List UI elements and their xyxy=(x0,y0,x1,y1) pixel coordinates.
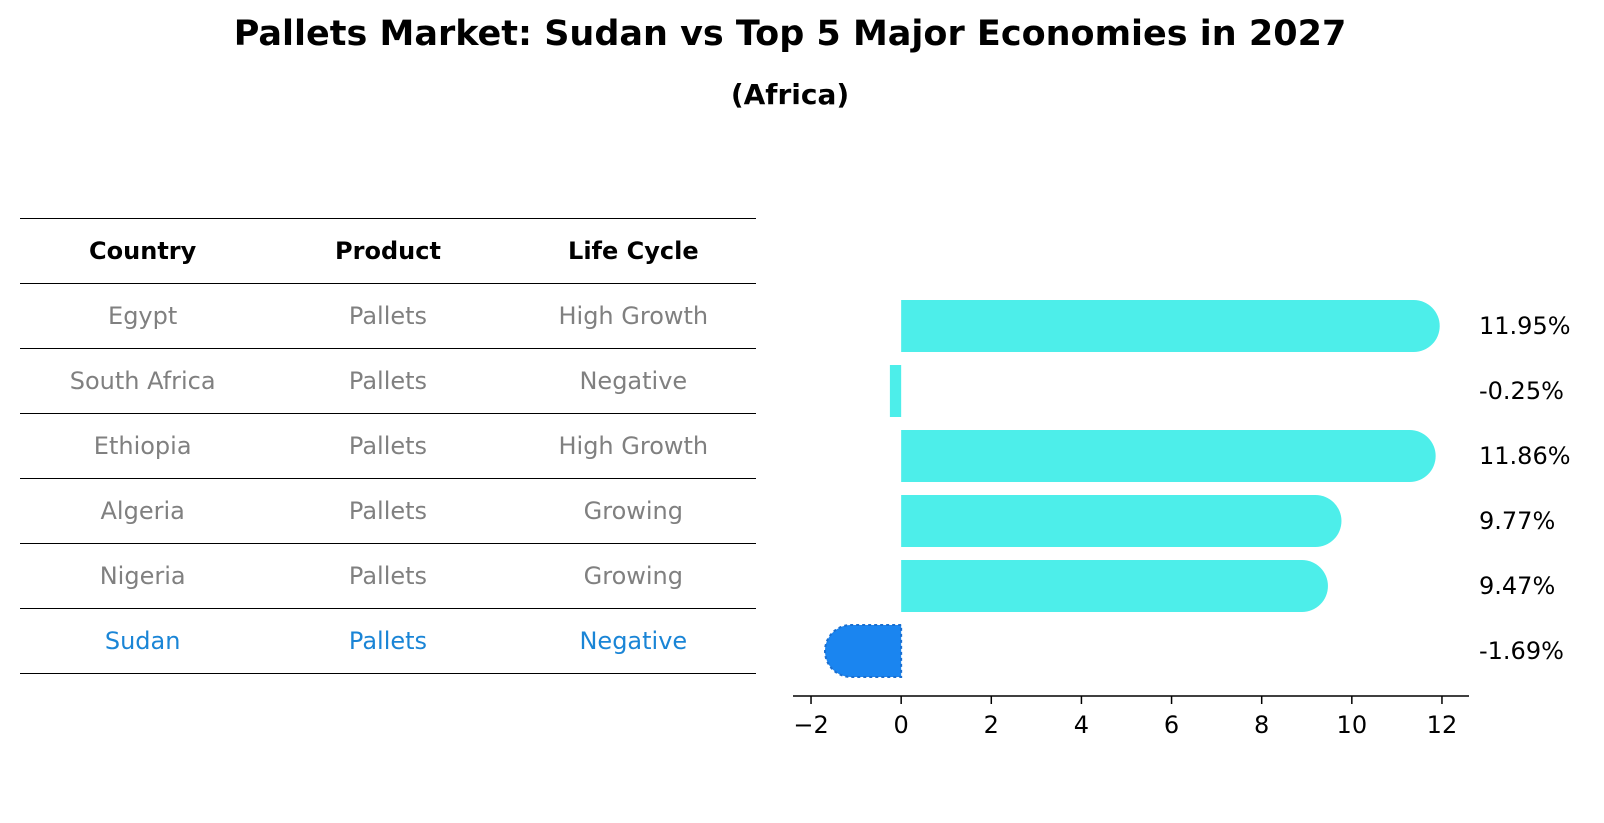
header-life-cycle: Life Cycle xyxy=(510,218,756,284)
x-ticks-group: −2 0 2 4 6 8 10 12 xyxy=(793,696,1457,739)
cell-product: Pallets xyxy=(265,608,511,674)
value-label: 11.86% xyxy=(1479,442,1571,470)
header-country: Country xyxy=(20,218,266,284)
table-row: Egypt Pallets High Growth xyxy=(20,283,756,349)
table-row: Ethiopia Pallets High Growth xyxy=(20,413,756,479)
value-label: -1.69% xyxy=(1479,637,1564,665)
table-row: Nigeria Pallets Growing xyxy=(20,543,756,609)
cell-product: Pallets xyxy=(265,348,511,414)
cell-country: South Africa xyxy=(20,348,266,414)
table-row: South Africa Pallets Negative xyxy=(20,348,756,414)
table-row: Algeria Pallets Growing xyxy=(20,478,756,544)
value-label: -0.25% xyxy=(1479,377,1564,405)
bar-egypt xyxy=(901,300,1440,352)
chart-subtitle: (Africa) xyxy=(730,78,850,111)
market-table: Country Product Life Cycle Egypt Pallets… xyxy=(20,218,756,674)
cell-product: Pallets xyxy=(265,283,511,349)
table-header-row: Country Product Life Cycle xyxy=(20,218,756,284)
x-tick-label: 8 xyxy=(1254,711,1269,739)
table-row-highlight: Sudan Pallets Negative xyxy=(20,608,756,674)
value-label: 11.95% xyxy=(1479,312,1571,340)
x-tick-label: 2 xyxy=(984,711,999,739)
cell-country: Algeria xyxy=(20,478,266,544)
cell-product: Pallets xyxy=(265,413,511,479)
bar-sudan xyxy=(824,624,903,678)
bar-south-africa xyxy=(889,365,902,417)
cell-country: Nigeria xyxy=(20,543,266,609)
cell-life-cycle: High Growth xyxy=(510,283,756,349)
x-tick-label: 12 xyxy=(1427,711,1458,739)
x-tick-label: 0 xyxy=(894,711,909,739)
cell-country: Sudan xyxy=(20,608,266,674)
bar-nigeria xyxy=(901,560,1328,612)
chart-title: Pallets Market: Sudan vs Top 5 Major Eco… xyxy=(233,14,1347,54)
x-tick-label: 6 xyxy=(1164,711,1179,739)
cell-product: Pallets xyxy=(265,543,511,609)
x-tick-label: −2 xyxy=(793,711,828,739)
header-product: Product xyxy=(265,218,511,284)
cell-life-cycle: Growing xyxy=(510,478,756,544)
x-tick-label: 4 xyxy=(1074,711,1089,739)
cell-life-cycle: High Growth xyxy=(510,413,756,479)
bar-algeria xyxy=(901,495,1342,547)
bar-ethiopia xyxy=(901,430,1436,482)
cell-country: Ethiopia xyxy=(20,413,266,479)
cell-life-cycle: Negative xyxy=(510,608,756,674)
cell-country: Egypt xyxy=(20,283,266,349)
value-labels-group: 11.95% -0.25% 11.86% 9.77% 9.47% -1.69% xyxy=(1479,312,1571,665)
bars-group xyxy=(824,300,1440,678)
x-tick-label: 10 xyxy=(1337,711,1368,739)
value-label: 9.47% xyxy=(1479,572,1555,600)
value-label: 9.77% xyxy=(1479,507,1555,535)
cell-life-cycle: Growing xyxy=(510,543,756,609)
cell-product: Pallets xyxy=(265,478,511,544)
